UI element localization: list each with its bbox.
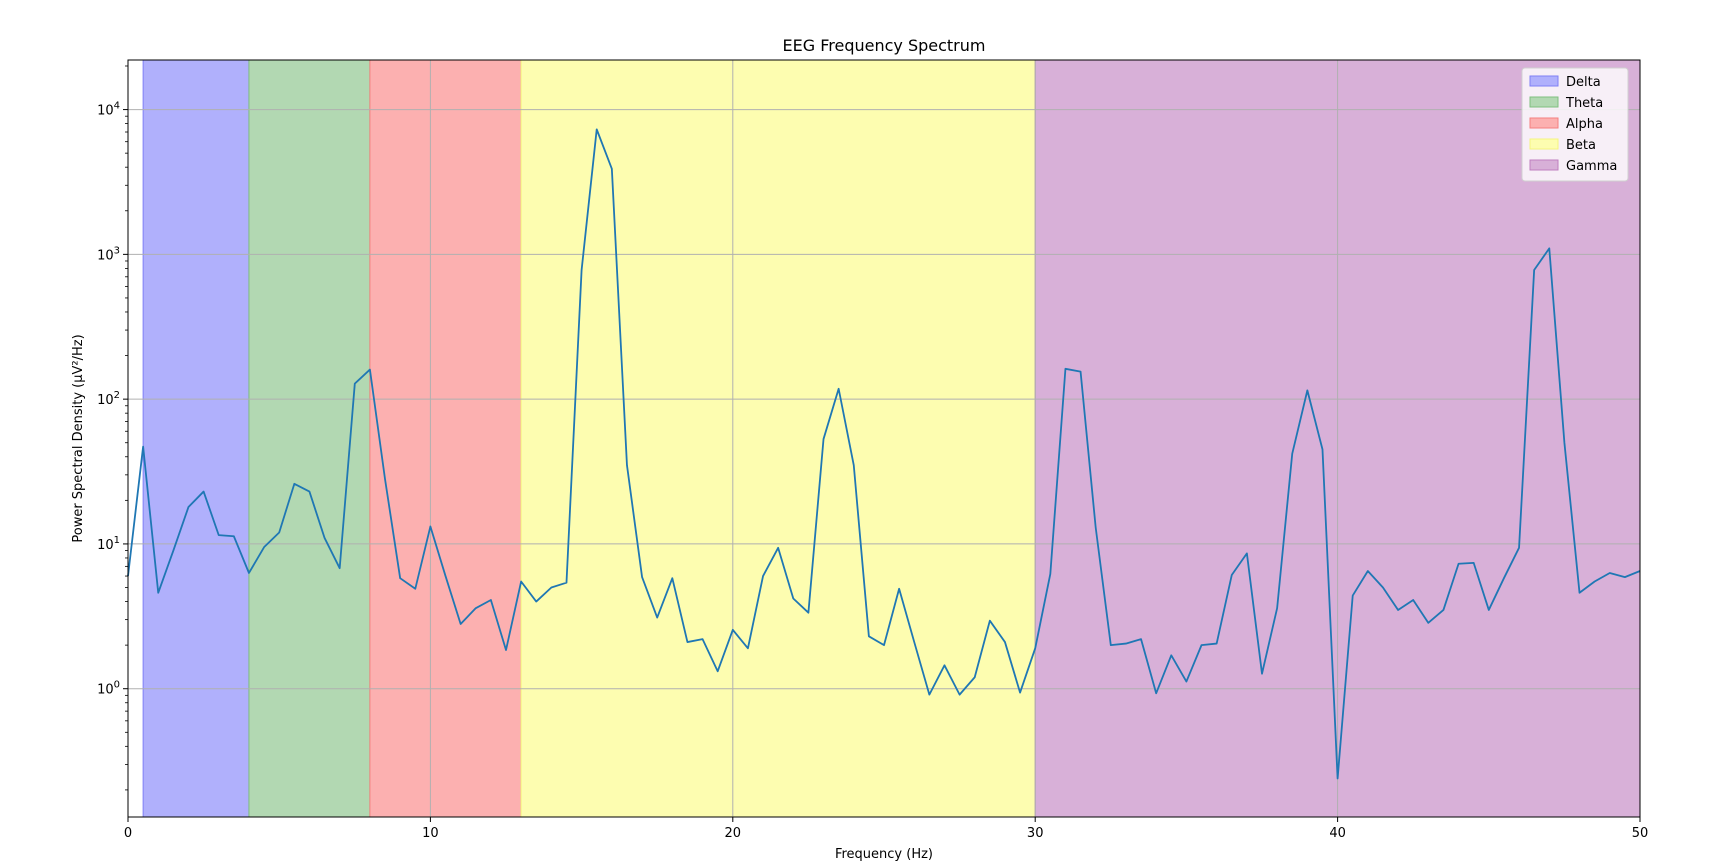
x-axis: 0 10 20 30 40 50	[124, 817, 1648, 841]
legend-label-beta: Beta	[1566, 138, 1596, 153]
legend-swatch-gamma	[1529, 159, 1559, 171]
legend-swatch-theta	[1529, 96, 1559, 108]
y-tick-label: 101	[97, 535, 120, 553]
legend-label-gamma: Gamma	[1566, 159, 1617, 174]
legend: Delta Theta Alpha Beta Gamma	[1521, 67, 1629, 182]
y-axis-title: Power Spectral Density (µV²/Hz)	[71, 334, 86, 542]
x-tick-label: 50	[1632, 826, 1649, 841]
legend-label-delta: Delta	[1566, 75, 1601, 90]
legend-label-alpha: Alpha	[1566, 117, 1603, 132]
x-tick-label: 0	[124, 826, 132, 841]
legend-box	[1521, 67, 1629, 182]
y-axis: 100 101 102 103 104	[97, 65, 128, 791]
y-tick-label: 104	[97, 101, 120, 119]
y-tick-label: 103	[97, 245, 120, 263]
band-alpha	[369, 59, 522, 818]
legend-swatch-delta	[1529, 75, 1559, 87]
y-tick-label: 100	[97, 680, 120, 698]
y-tick-label: 102	[97, 390, 120, 408]
plot-frame	[127, 59, 1641, 818]
x-tick-label: 20	[725, 826, 742, 841]
chart-title: EEG Frequency Spectrum	[783, 36, 986, 55]
band-delta	[142, 59, 250, 818]
frequency-bands	[142, 59, 1641, 818]
x-axis-title: Frequency (Hz)	[835, 847, 933, 862]
x-tick-label: 10	[422, 826, 439, 841]
legend-swatch-alpha	[1529, 117, 1559, 129]
psd-series	[127, 128, 1641, 780]
series-line	[127, 128, 1641, 780]
band-theta	[248, 59, 371, 818]
band-beta	[520, 59, 1036, 818]
x-tick-label: 30	[1027, 826, 1044, 841]
x-tick-label: 40	[1329, 826, 1346, 841]
legend-label-theta: Theta	[1565, 96, 1603, 111]
legend-swatch-beta	[1529, 138, 1559, 150]
